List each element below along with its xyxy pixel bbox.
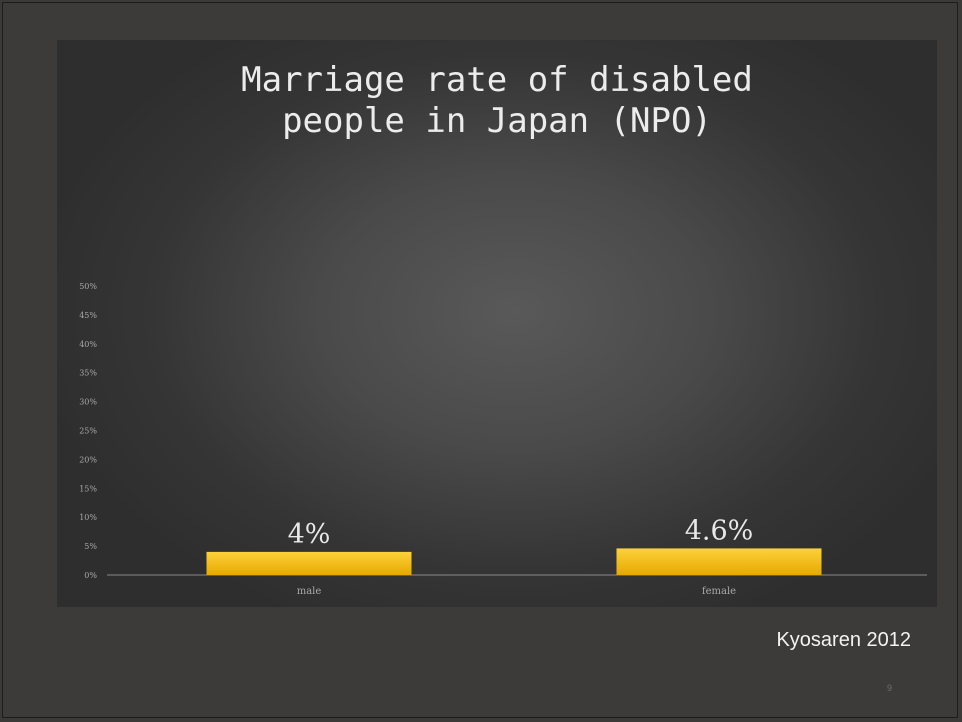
y-tick-label: 45% xyxy=(79,311,97,320)
y-tick-label: 10% xyxy=(79,513,97,522)
y-tick-label: 20% xyxy=(79,455,97,464)
y-tick-label: 30% xyxy=(79,398,97,407)
y-tick-label: 40% xyxy=(79,340,97,349)
bar-male xyxy=(206,551,412,575)
page-number: 9 xyxy=(887,683,893,693)
x-tick-label-female: female xyxy=(702,586,736,597)
chart-title: Marriage rate of disabled people in Japa… xyxy=(241,60,753,141)
y-tick-label: 5% xyxy=(84,542,97,551)
x-tick-label-male: male xyxy=(297,586,322,597)
data-label-male: 4% xyxy=(288,519,331,550)
bar-female xyxy=(616,548,822,575)
y-tick-label: 50% xyxy=(79,282,97,291)
y-tick-label: 15% xyxy=(79,484,97,493)
source-label: Kyosaren 2012 xyxy=(776,629,911,651)
chart-panel: Marriage rate of disabled people in Japa… xyxy=(57,40,937,607)
y-tick-label: 35% xyxy=(79,369,97,378)
bar-chart: 0% 5% 10% 15% 20% 25% 30% 35% 40% 45% 50% 4% male 4.6… xyxy=(79,282,927,597)
y-tick-label: 0% xyxy=(84,571,97,580)
data-label-female: 4.6% xyxy=(685,515,754,546)
y-tick-label: 25% xyxy=(79,427,97,436)
